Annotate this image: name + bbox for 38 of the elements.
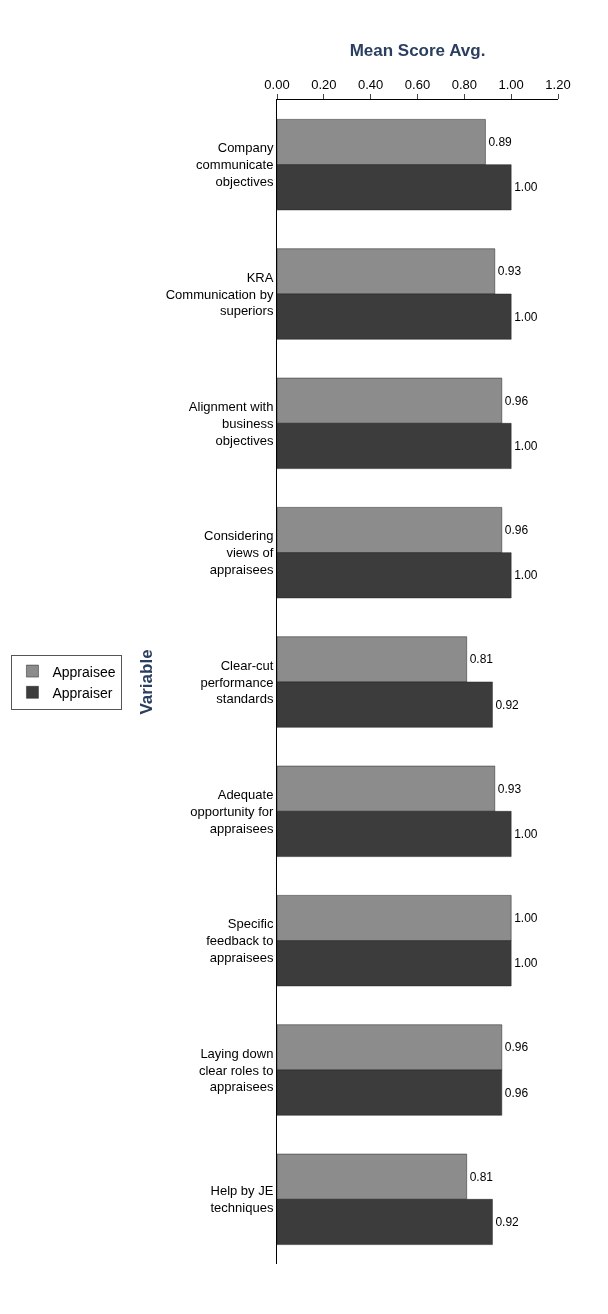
text: 1.00 <box>498 76 524 92</box>
data-label: 1.00 <box>514 826 538 841</box>
data-label: 0.96 <box>504 1040 529 1055</box>
data-label: 1.00 <box>514 180 538 195</box>
text: 1.20 <box>545 76 571 92</box>
legend-label: Appraiser <box>52 684 113 701</box>
text: 0.60 <box>404 76 431 92</box>
y-tick-label: Alignment with business objectives <box>188 398 274 448</box>
y-tick-label: Specific feedback to appraisees <box>206 916 274 966</box>
data-label: 0.89 <box>488 135 513 150</box>
text: 0.80 <box>451 76 477 92</box>
data-label: 1.00 <box>514 438 538 453</box>
data-label: 1.00 <box>514 956 538 971</box>
data-label: 0.81 <box>469 1169 494 1184</box>
data-label: 0.92 <box>495 1214 520 1229</box>
data-label: 1.00 <box>514 911 538 926</box>
data-label: 1.00 <box>514 309 538 324</box>
data-label: 1.00 <box>514 568 538 583</box>
y-tick-label: Clear-cut performance standards <box>200 657 274 707</box>
data-label: 0.96 <box>504 523 529 538</box>
y-tick-label: Considering views of appraisees <box>204 528 274 578</box>
y-tick-label: Company communicate objectives <box>196 140 274 190</box>
y-tick-label: Help by JE techniques <box>210 1183 274 1216</box>
text: 0.00 <box>264 76 290 92</box>
data-label: 0.96 <box>504 393 529 408</box>
data-label: 0.92 <box>495 697 520 712</box>
data-label: 0.93 <box>497 781 522 796</box>
data-label: 0.96 <box>504 1085 529 1100</box>
legend-label: Appraisee <box>52 663 116 680</box>
text: 0.20 <box>311 76 337 92</box>
x-axis-title: Mean Score Avg. <box>349 41 486 61</box>
y-tick-label: Laying down clear roles to appraisees <box>198 1045 274 1095</box>
data-label: 0.81 <box>469 652 494 667</box>
y-tick-label: KRA Communication by superiors <box>165 269 274 319</box>
text: 0.40 <box>358 76 384 92</box>
y-tick-label: Adequate opportunity for appraisees <box>190 786 275 836</box>
y-axis-title: Variable <box>137 649 157 715</box>
data-label: 0.93 <box>497 264 522 279</box>
